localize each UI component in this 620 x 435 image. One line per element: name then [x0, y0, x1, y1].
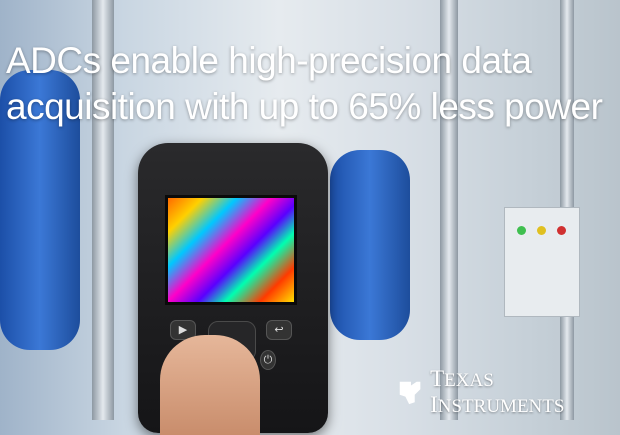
headline-line-2: acquisition with up to 65% less power	[6, 86, 603, 127]
texas-instruments-logo: TEXAS INSTRUMENTS	[396, 366, 620, 418]
ti-logo-icon	[399, 381, 421, 405]
headline: ADCs enable high-precision data acquisit…	[6, 38, 603, 130]
headline-line-1: ADCs enable high-precision data	[6, 40, 532, 81]
thermal-image-screen	[165, 195, 297, 305]
blue-tank	[0, 70, 80, 350]
blue-tank	[330, 150, 410, 340]
control-panel	[504, 207, 580, 317]
power-icon: ⏻	[260, 350, 276, 370]
back-arrow-icon: ↩	[266, 320, 292, 340]
pipe	[92, 0, 114, 420]
hand	[160, 335, 260, 435]
pipe	[440, 0, 458, 420]
